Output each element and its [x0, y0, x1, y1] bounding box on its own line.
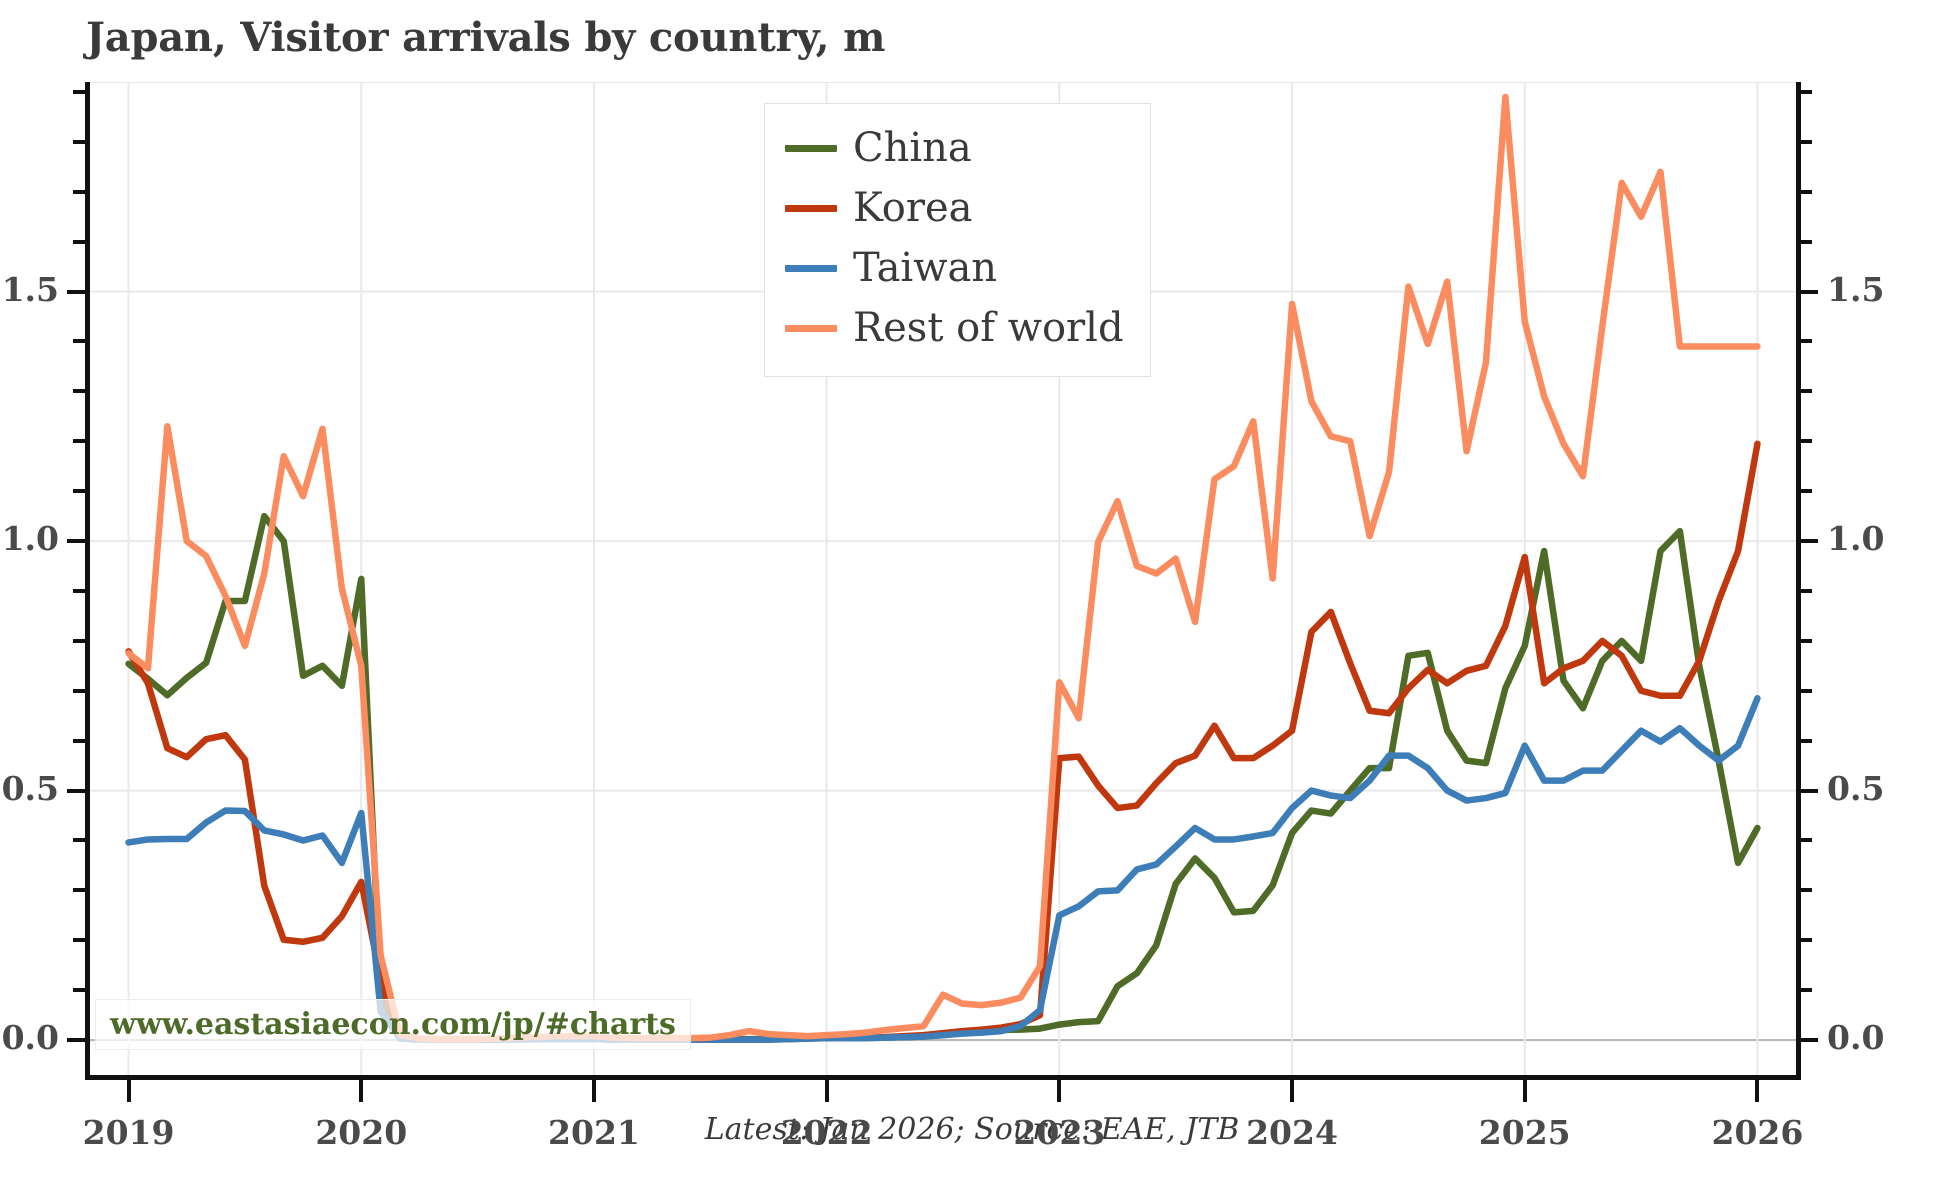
y-tick-right-0.2 — [1800, 938, 1812, 943]
y-tick-left-1.5 — [67, 289, 85, 294]
y-tick-right-0.7 — [1800, 688, 1812, 693]
x-tick-2024 — [1290, 1080, 1295, 1102]
y-tick-left-1.2 — [73, 439, 85, 444]
x-tick-2021 — [591, 1080, 596, 1102]
y-tick-left-0.3 — [73, 888, 85, 893]
y-tick-left-1.9 — [73, 89, 85, 94]
y-tick-left-1.1 — [73, 489, 85, 494]
y-tick-right-1.0 — [1800, 539, 1818, 544]
y-axis-label-right-1.0: 1.0 — [1827, 519, 1885, 559]
legend-item-label: Rest of world — [853, 305, 1124, 351]
y-tick-left-0.0 — [67, 1038, 85, 1043]
y-axis-label-left-0.5: 0.5 — [1, 768, 59, 808]
x-axis-label-2024: 2024 — [1246, 1113, 1338, 1152]
x-tick-2026 — [1755, 1080, 1760, 1102]
y-axis-label-right-1.5: 1.5 — [1827, 269, 1885, 309]
y-tick-left-1.6 — [73, 239, 85, 244]
y-tick-right-1.8 — [1800, 139, 1812, 144]
chart-caption: Latest: Jan 2026; Source: EAE, JTB — [704, 1112, 1240, 1147]
y-axis-label-left-0.0: 0.0 — [1, 1018, 59, 1058]
y-tick-right-0.5 — [1800, 788, 1818, 793]
legend-item-label: Korea — [853, 185, 973, 231]
x-axis-spine — [85, 1075, 1801, 1080]
y-tick-left-0.5 — [67, 788, 85, 793]
y-tick-left-1.8 — [73, 139, 85, 144]
legend-swatch-icon — [785, 324, 837, 332]
x-axis-label-2023: 2023 — [1013, 1113, 1106, 1152]
legend-item-label: Taiwan — [853, 245, 998, 291]
x-tick-2025 — [1522, 1080, 1527, 1102]
x-tick-2019 — [126, 1080, 131, 1102]
y-tick-right-0.3 — [1800, 888, 1812, 893]
watermark: www.eastasiaecon.com/jp/#charts — [95, 999, 691, 1050]
y-tick-right-0.0 — [1800, 1038, 1818, 1043]
y-tick-right-1.2 — [1800, 439, 1812, 444]
y-tick-left-1.3 — [73, 389, 85, 394]
y-tick-right-1.6 — [1800, 239, 1812, 244]
legend-swatch-icon — [785, 144, 837, 152]
y-tick-right-0.6 — [1800, 738, 1812, 743]
y-tick-right-1.5 — [1800, 289, 1818, 294]
y-tick-right-0.4 — [1800, 838, 1812, 843]
legend-item-taiwan[interactable]: Taiwan — [785, 238, 1124, 298]
legend-item-china[interactable]: China — [785, 118, 1124, 178]
y-tick-right-0.9 — [1800, 588, 1812, 593]
y-tick-left-0.1 — [73, 988, 85, 993]
y-tick-left-1.4 — [73, 339, 85, 344]
y-tick-left-0.4 — [73, 838, 85, 843]
y-tick-right-1.1 — [1800, 489, 1812, 494]
y-axis-label-right-0.5: 0.5 — [1827, 768, 1885, 808]
y-axis-label-left-1.0: 1.0 — [1, 519, 59, 559]
x-axis-label-2021: 2021 — [548, 1113, 640, 1152]
legend-item-label: China — [853, 125, 972, 171]
y-tick-left-0.9 — [73, 588, 85, 593]
y-tick-left-0.8 — [73, 638, 85, 643]
y-tick-right-0.8 — [1800, 638, 1812, 643]
legend-swatch-icon — [785, 264, 837, 272]
page-title: Japan, Visitor arrivals by country, m — [86, 14, 886, 61]
y-tick-right-1.4 — [1800, 339, 1812, 344]
y-tick-left-0.2 — [73, 938, 85, 943]
y-axis-left-spine — [85, 82, 90, 1075]
legend-item-rest-of-world[interactable]: Rest of world — [785, 298, 1124, 358]
x-axis-label-2025: 2025 — [1478, 1113, 1571, 1152]
y-tick-right-1.7 — [1800, 189, 1812, 194]
y-axis-label-right-0.0: 0.0 — [1827, 1018, 1885, 1058]
y-tick-left-1.0 — [67, 539, 85, 544]
x-tick-2020 — [359, 1080, 364, 1102]
y-axis-right-spine — [1796, 82, 1801, 1075]
watermark-link[interactable]: www.eastasiaecon.com/jp/#charts — [110, 1007, 676, 1042]
x-axis-label-2026: 2026 — [1711, 1113, 1804, 1152]
x-tick-2023 — [1057, 1080, 1062, 1102]
y-tick-right-1.9 — [1800, 89, 1812, 94]
y-tick-left-0.7 — [73, 688, 85, 693]
y-tick-left-0.6 — [73, 738, 85, 743]
x-axis-label-2019: 2019 — [82, 1113, 175, 1152]
x-axis-label-2022: 2022 — [780, 1113, 873, 1152]
legend-swatch-icon — [785, 204, 837, 212]
x-tick-2022 — [824, 1080, 829, 1102]
y-tick-right-1.3 — [1800, 389, 1812, 394]
chart-legend: China Korea Taiwan Rest of world — [764, 103, 1151, 377]
y-tick-right-0.1 — [1800, 988, 1812, 993]
y-axis-label-left-1.5: 1.5 — [1, 269, 59, 309]
legend-item-korea[interactable]: Korea — [785, 178, 1124, 238]
y-tick-left-1.7 — [73, 189, 85, 194]
x-axis-label-2020: 2020 — [315, 1113, 408, 1152]
